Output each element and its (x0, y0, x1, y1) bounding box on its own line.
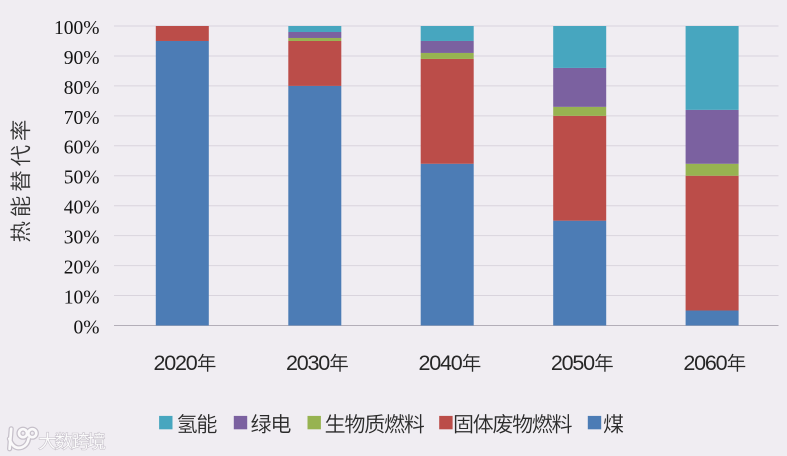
svg-text:100%: 100% (54, 18, 100, 39)
svg-text:60%: 60% (64, 138, 100, 159)
svg-text:50%: 50% (64, 168, 100, 189)
svg-text:90%: 90% (64, 48, 100, 69)
svg-text:2040: 2040 (419, 351, 463, 375)
svg-text:0%: 0% (74, 317, 100, 338)
svg-text:2020: 2020 (154, 351, 198, 375)
svg-text:2030: 2030 (286, 351, 330, 375)
svg-text:40%: 40% (64, 198, 100, 219)
svg-text:20%: 20% (64, 258, 100, 279)
svg-text:2050: 2050 (551, 351, 595, 375)
svg-text:10%: 10% (64, 287, 100, 308)
svg-text:80%: 80% (64, 78, 100, 99)
svg-text:70%: 70% (64, 108, 100, 129)
svg-text:30%: 30% (64, 228, 100, 249)
svg-text:2060: 2060 (683, 351, 727, 375)
